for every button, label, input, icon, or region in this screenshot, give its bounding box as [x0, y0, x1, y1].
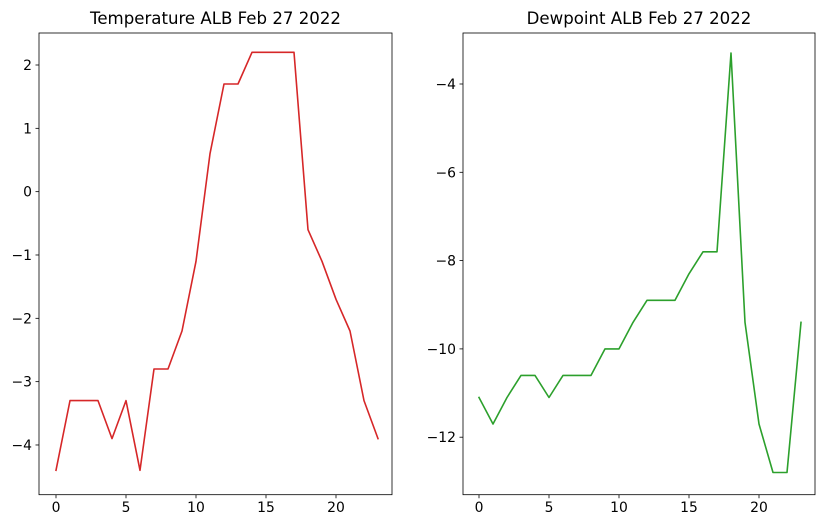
dewpoint-plot-area: 0 5 10 15 20 −4 −6 −8 −10 −12	[427, 32, 816, 516]
x-tick-label: 5	[545, 500, 554, 516]
axes-frame	[38, 32, 393, 496]
y-tick-label: −12	[427, 430, 456, 446]
y-tick-label: 1	[23, 121, 32, 137]
temperature-chart-title: Temperature ALB Feb 27 2022	[90, 9, 341, 28]
x-tick-label: 0	[475, 500, 484, 516]
y-tick-label: −4	[436, 77, 457, 93]
dewpoint-chart: Dewpoint ALB Feb 27 2022 0 5 10 15 20 −4 −6 −8 −…	[413, 0, 825, 526]
y-tick-label: −2	[12, 311, 32, 327]
y-tick-label: −4	[12, 438, 33, 454]
y-tick-label: −3	[12, 375, 32, 391]
y-tick-label: −8	[436, 254, 456, 270]
x-tick-label: 20	[327, 500, 345, 516]
x-tick-label: 10	[610, 500, 628, 516]
y-tick-label: 2	[23, 58, 32, 74]
y-tick-label: −10	[427, 342, 456, 358]
x-tick-label: 0	[52, 500, 61, 516]
x-tick-label: 15	[257, 500, 275, 516]
x-tick-label: 10	[187, 500, 205, 516]
axes-frame	[462, 32, 816, 496]
y-tick-label: −1	[12, 248, 32, 264]
temperature-chart: Temperature ALB Feb 27 2022 0 5 10 15 20 2 1 0−…	[0, 0, 412, 526]
temperature-line	[55, 51, 380, 472]
dewpoint-chart-title: Dewpoint ALB Feb 27 2022	[526, 9, 752, 28]
x-tick-label: 15	[680, 500, 698, 516]
x-tick-label: 5	[122, 500, 131, 516]
x-tick-label: 20	[750, 500, 768, 516]
y-tick-label: 0	[23, 185, 32, 201]
dewpoint-line	[477, 52, 802, 474]
y-tick-label: −6	[436, 165, 456, 181]
